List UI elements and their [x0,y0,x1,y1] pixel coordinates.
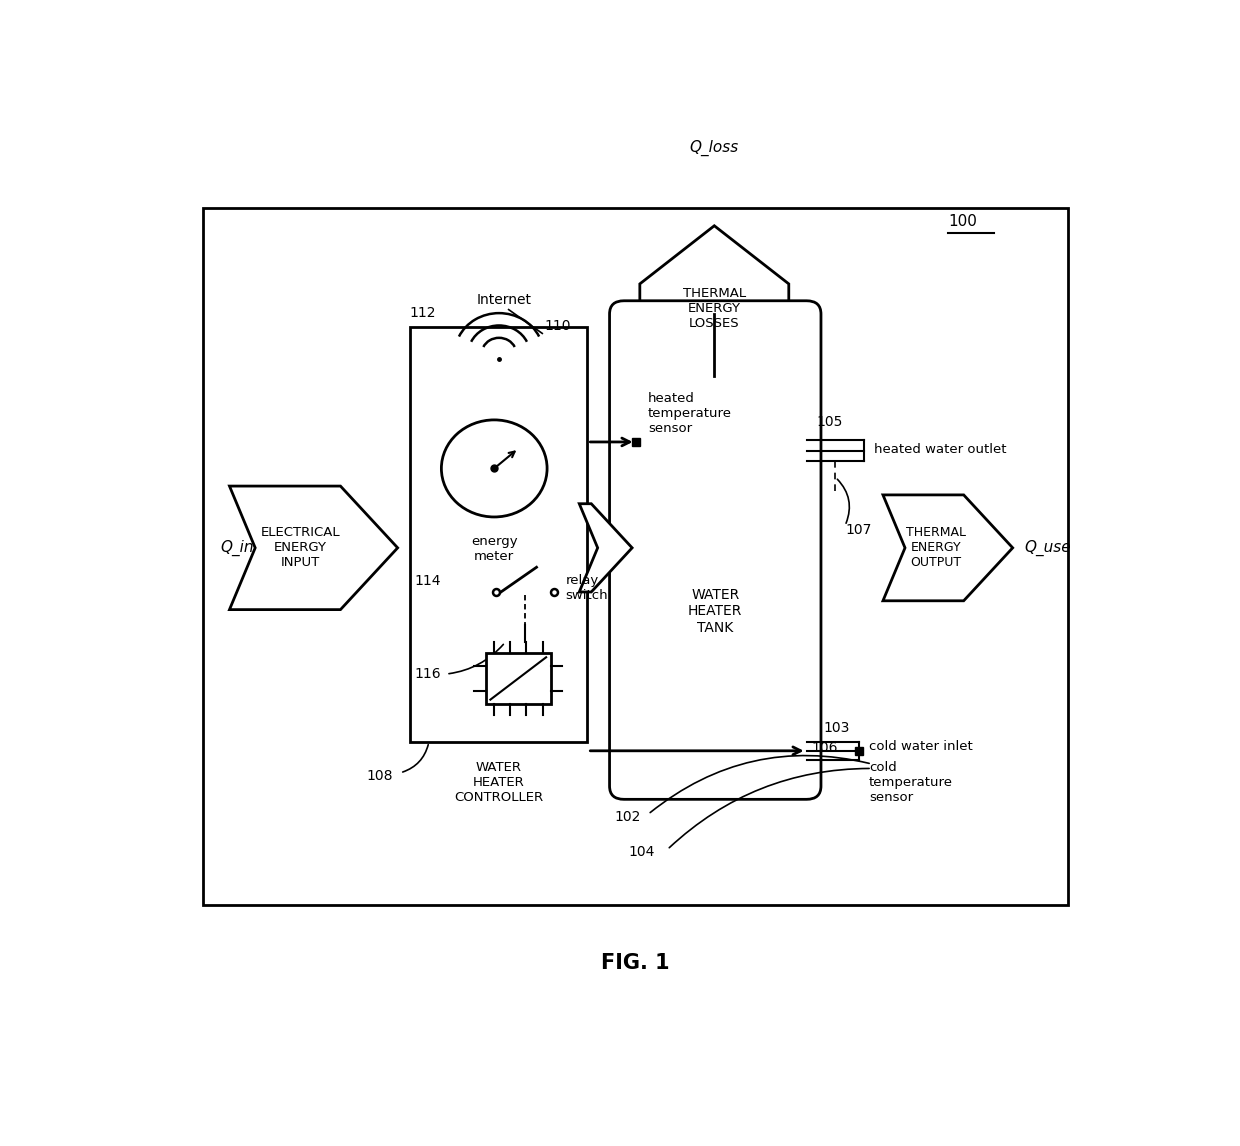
Text: 104: 104 [629,846,655,860]
FancyArrowPatch shape [670,769,869,848]
Text: 107: 107 [844,524,872,537]
FancyArrowPatch shape [403,745,428,772]
Circle shape [441,419,547,517]
Bar [409,328,588,741]
Text: 116: 116 [414,667,441,681]
Text: WATER
HEATER
TANK: WATER HEATER TANK [688,588,743,635]
Polygon shape [229,486,398,610]
FancyBboxPatch shape [610,300,821,800]
Text: relay
switch: relay switch [565,573,608,602]
Text: 105: 105 [816,415,842,429]
Bar [486,653,551,704]
Text: energy
meter: energy meter [471,534,517,563]
Text: FIG. 1: FIG. 1 [601,952,670,973]
Polygon shape [883,495,1013,601]
Bar [203,209,1068,905]
Text: 112: 112 [409,306,436,320]
FancyArrowPatch shape [837,479,849,524]
FancyArrowPatch shape [449,644,503,674]
Text: cold
temperature
sensor: cold temperature sensor [869,761,954,804]
Text: heated water outlet: heated water outlet [874,442,1007,455]
Text: 114: 114 [414,574,441,588]
Text: 110: 110 [544,320,570,333]
Text: WATER
HEATER
CONTROLLER: WATER HEATER CONTROLLER [454,761,543,804]
Text: 108: 108 [367,769,393,783]
Polygon shape [640,226,789,376]
Text: THERMAL
ENERGY
OUTPUT: THERMAL ENERGY OUTPUT [906,526,966,570]
Text: cold water inlet: cold water inlet [869,740,972,753]
FancyArrowPatch shape [650,755,869,813]
Text: Q_use: Q_use [1024,540,1071,556]
Text: ELECTRICAL
ENERGY
INPUT: ELECTRICAL ENERGY INPUT [260,526,340,570]
Text: THERMAL
ENERGY
LOSSES: THERMAL ENERGY LOSSES [683,286,746,330]
Text: heated
temperature
sensor: heated temperature sensor [649,392,732,434]
Text: 102: 102 [614,810,641,824]
Text: Internet: Internet [476,293,532,307]
Text: Q_in: Q_in [221,540,254,556]
Text: 103: 103 [823,721,851,735]
Polygon shape [579,504,632,592]
Text: Q_loss: Q_loss [689,140,739,156]
Text: 100: 100 [947,214,977,229]
Text: 106: 106 [811,741,838,755]
